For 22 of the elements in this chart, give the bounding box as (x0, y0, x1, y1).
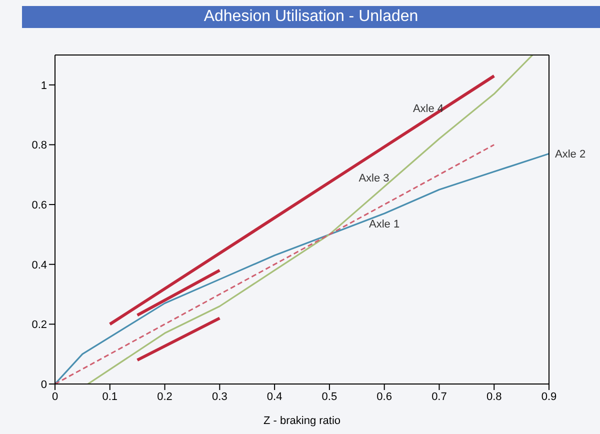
y-tick-label: 1 (40, 80, 47, 92)
x-tick-label: 0.2 (157, 390, 172, 403)
y-tick-label: 0 (40, 378, 47, 391)
x-tick-label: 0.6 (376, 390, 392, 403)
x-tick-label: 0.1 (102, 390, 118, 403)
annotation: Axle 3 (358, 172, 390, 185)
x-tick-label: 0.4 (266, 390, 282, 403)
y-tick-label: 0.4 (32, 259, 47, 272)
y-tick-label: 0.2 (32, 319, 47, 332)
x-axis-title: Z - braking ratio (263, 415, 341, 427)
line-series (87, 55, 534, 384)
x-tick-label: 0 (52, 390, 58, 403)
x-tick-label: 0.8 (486, 390, 502, 403)
annotation: Axle 2 (555, 148, 586, 161)
x-tick-label: 0.5 (322, 390, 338, 403)
x-tick-label: 0.9 (541, 390, 557, 403)
x-tick-label: 0.7 (432, 390, 447, 403)
chart-title: Adhesion Utilisation - Unladen (22, 6, 600, 28)
y-tick-label: 0.8 (32, 140, 47, 152)
annotation: Axle 1 (369, 218, 400, 230)
x-tick-label: 0.3 (212, 390, 228, 403)
y-tick-label: 0.6 (32, 199, 47, 212)
